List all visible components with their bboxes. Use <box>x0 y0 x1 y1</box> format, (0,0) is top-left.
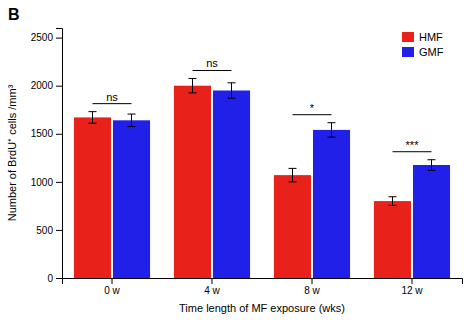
tick: 12 w <box>401 278 423 296</box>
plot-area <box>74 78 450 278</box>
error-bar <box>92 112 93 124</box>
tick-label: 4 w <box>204 285 220 296</box>
y-axis: 0 500 1000 1500 2000 2500 <box>31 29 63 284</box>
tick: 2500 <box>31 32 62 43</box>
bar <box>274 175 311 278</box>
tick-label: 12 w <box>401 285 423 296</box>
significance-bracket <box>192 70 231 71</box>
bar <box>113 120 150 278</box>
error-cap <box>88 111 96 112</box>
bar <box>413 165 450 278</box>
tick: 1000 <box>31 177 62 188</box>
tick-label: 500 <box>36 225 53 236</box>
tick-mark <box>56 230 62 231</box>
tick-mark <box>56 38 62 39</box>
bar <box>213 91 250 279</box>
legend-item: HMF <box>402 31 443 43</box>
error-cap <box>288 181 296 182</box>
tick: 8 w <box>304 278 320 296</box>
error-bar <box>431 160 432 171</box>
error-cap <box>128 114 136 115</box>
error-bar <box>331 123 332 137</box>
tick-mark <box>56 278 62 279</box>
x-axis: 0 w 4 w 8 w 12 w <box>63 278 463 296</box>
tick: 2000 <box>31 80 62 91</box>
bar <box>74 117 111 278</box>
error-cap <box>328 122 336 123</box>
annotation: * <box>310 102 315 114</box>
tick-label: 2000 <box>31 80 54 91</box>
x-axis-title: Time length of MF exposure (wks) <box>179 302 345 314</box>
significance-bracket <box>392 151 431 152</box>
tick-label: 2500 <box>31 32 54 43</box>
annotations: nsns**** <box>92 57 431 151</box>
bar-series <box>74 86 411 278</box>
axis-line <box>63 279 463 285</box>
tick: 1500 <box>31 128 62 139</box>
error-cap <box>428 170 436 171</box>
error-bar <box>192 78 193 92</box>
tick: 4 w <box>204 278 220 296</box>
tick-mark <box>312 278 313 284</box>
tick-mark <box>212 278 213 284</box>
error-bars <box>128 83 436 171</box>
tick-label: 1500 <box>31 128 54 139</box>
tick-mark <box>56 134 62 135</box>
tick: 0 <box>47 273 62 284</box>
error-bar <box>392 197 393 206</box>
tick-label: 1000 <box>31 177 54 188</box>
error-cap <box>428 159 436 160</box>
bar-series <box>113 91 450 279</box>
error-cap <box>228 98 236 99</box>
annotation: ns <box>106 91 118 103</box>
annotation: ns <box>206 57 218 69</box>
tick-mark <box>56 182 62 183</box>
error-cap <box>88 123 96 124</box>
legend-item: GMF <box>402 46 444 58</box>
error-bar <box>292 168 293 181</box>
chart: 050010001500200025000 w4 w8 w12 wnsns***… <box>0 0 474 320</box>
tick: 0 w <box>104 278 120 296</box>
error-cap <box>188 92 196 93</box>
annotation: *** <box>406 139 420 151</box>
error-cap <box>388 196 396 197</box>
bar <box>313 130 350 278</box>
error-cap <box>228 82 236 83</box>
tick-mark <box>112 278 113 284</box>
significance-bracket <box>292 114 331 115</box>
error-bar <box>231 83 232 98</box>
error-cap <box>188 78 196 79</box>
error-cap <box>388 205 396 206</box>
tick-label: 0 w <box>104 285 120 296</box>
tick: 500 <box>36 225 62 236</box>
error-cap <box>288 168 296 169</box>
legend-label: HMF <box>419 31 443 43</box>
bar <box>174 86 211 278</box>
axis-line <box>56 29 63 279</box>
bar <box>374 201 411 278</box>
error-bar <box>131 114 132 127</box>
error-cap <box>128 126 136 127</box>
tick-label: 0 <box>47 273 53 284</box>
legend: HMF GMF <box>402 31 444 58</box>
significance-bracket <box>92 103 131 104</box>
y-axis-title: Number of BrdU⁺ cells /mm³ <box>6 84 18 221</box>
legend-label: GMF <box>419 46 444 58</box>
tick-label: 8 w <box>304 285 320 296</box>
title: B <box>8 6 20 23</box>
legend-swatch <box>402 47 414 57</box>
tick-mark <box>412 278 413 284</box>
legend-swatch <box>402 32 414 42</box>
tick-mark <box>56 86 62 87</box>
error-cap <box>328 137 336 138</box>
